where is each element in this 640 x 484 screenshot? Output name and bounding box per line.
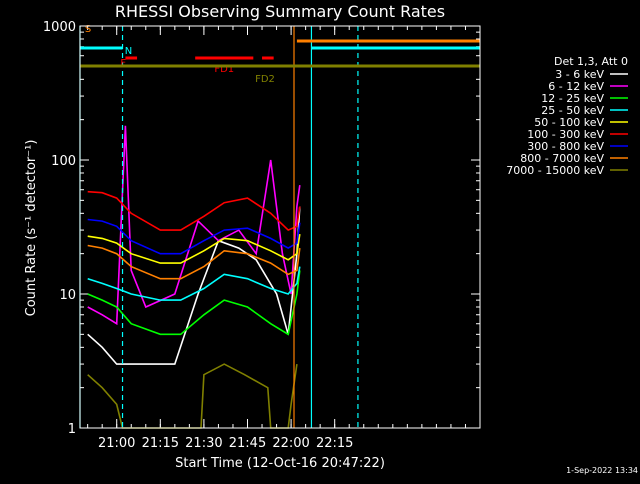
y-tick-label: 1000 [43, 20, 76, 35]
x-axis-label: Start Time (12-Oct-16 20:47:22) [175, 456, 385, 471]
timestamp-label: 1-Sep-2022 13:34 [566, 466, 638, 475]
state-bar-label: FD2 [255, 74, 275, 85]
legend-title: Det 1,3, Att 0 [554, 55, 628, 68]
legend-label: 100 - 300 keV [527, 128, 604, 141]
series-line-7 [87, 244, 301, 280]
series-line-5 [87, 190, 301, 232]
legend-label: 6 - 12 keV [548, 80, 604, 93]
legend-label: 7000 - 15000 keV [506, 164, 604, 177]
y-axis-label: Count Rate (s⁻¹ detector⁻¹) [24, 140, 39, 317]
legend-label: 3 - 6 keV [555, 68, 604, 81]
y-tick-label: 10 [59, 288, 76, 303]
legend-label: 300 - 800 keV [527, 140, 604, 153]
x-tick-label: 21:30 [185, 436, 222, 451]
chart-title: RHESSI Observing Summary Count Rates [115, 2, 445, 21]
legend-label: 25 - 50 keV [541, 104, 604, 117]
series-line-4 [87, 233, 301, 264]
legend-label: 12 - 25 keV [541, 92, 604, 105]
series-line-6 [87, 218, 301, 255]
legend-label: 50 - 100 keV [534, 116, 604, 129]
series-line-3 [87, 266, 301, 301]
series-line-2 [87, 270, 301, 336]
y-tick-label: 1 [68, 422, 76, 437]
y-tick-label: 100 [51, 154, 76, 169]
x-tick-label: 21:00 [98, 436, 135, 451]
state-bar-label: FD1 [214, 64, 234, 75]
x-tick-label: 21:45 [229, 436, 266, 451]
plot-frame [79, 25, 481, 429]
state-bar-label: N [125, 46, 132, 57]
legend-label: 800 - 7000 keV [520, 152, 604, 165]
series-line-0 [87, 206, 301, 365]
state-bar-label: F [120, 58, 126, 69]
x-tick-label: 22:00 [272, 436, 309, 451]
state-bar-label: S [85, 24, 91, 35]
x-tick-label: 22:15 [316, 436, 353, 451]
x-tick-label: 21:15 [142, 436, 179, 451]
